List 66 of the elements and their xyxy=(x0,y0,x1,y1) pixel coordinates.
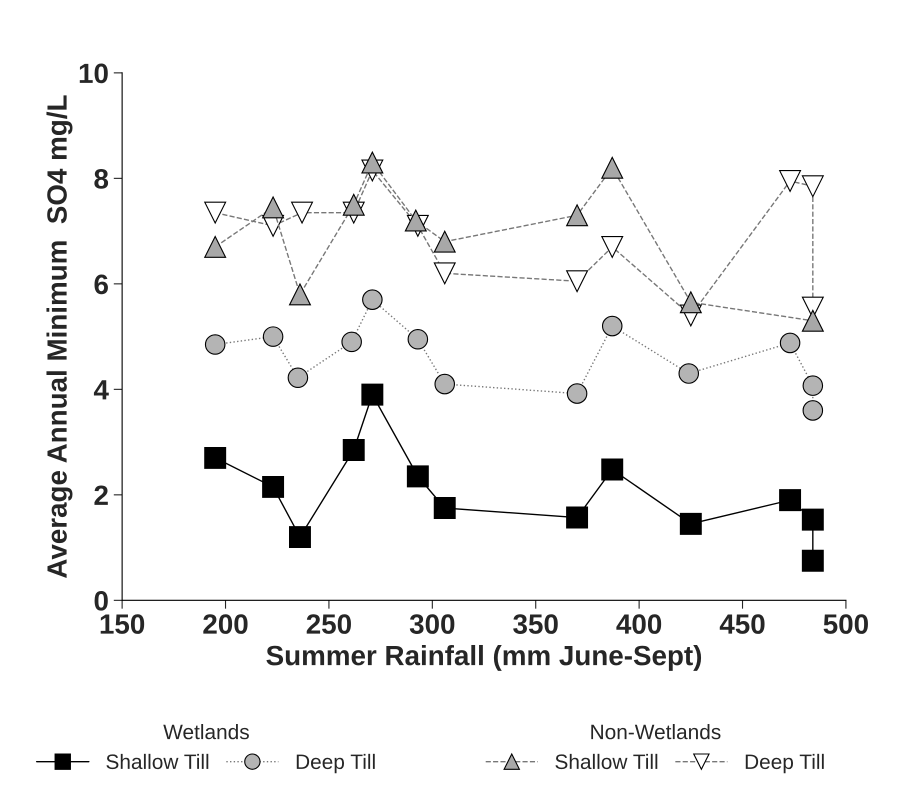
y-tick-label: 8 xyxy=(94,169,108,189)
point xyxy=(341,332,362,352)
point xyxy=(802,375,824,396)
x-tick-label: 500 xyxy=(824,614,868,634)
point xyxy=(601,156,624,179)
point xyxy=(289,283,311,306)
x-tick-label: 400 xyxy=(616,614,662,634)
text: Non-Wetlands xyxy=(591,724,720,740)
legend-label: Deep Till xyxy=(296,754,375,774)
point xyxy=(680,512,702,535)
point xyxy=(566,204,588,226)
legend-label: Shallow Till xyxy=(555,754,658,770)
point xyxy=(566,506,588,528)
legend-label: Deep Till xyxy=(746,754,824,774)
y-axis-title: Average Annual Minimum SO4 mg/L xyxy=(46,95,72,578)
x-tick-label: 450 xyxy=(720,614,765,634)
point xyxy=(802,175,824,198)
point xyxy=(802,508,824,531)
x-tick-label: 350 xyxy=(513,614,558,634)
x-tick-label: 300 xyxy=(410,614,454,634)
point xyxy=(566,270,588,292)
point xyxy=(434,374,456,394)
point xyxy=(408,328,428,350)
y-tick-label: 4 xyxy=(94,380,109,400)
y-tick-label: 0 xyxy=(94,591,108,611)
point xyxy=(342,439,365,461)
point xyxy=(361,384,384,406)
point xyxy=(779,489,802,512)
point xyxy=(678,363,700,384)
x-tick-label: 250 xyxy=(306,614,351,634)
point xyxy=(780,332,800,354)
point xyxy=(434,230,456,253)
point xyxy=(434,497,456,519)
point xyxy=(779,170,802,192)
point xyxy=(204,334,226,355)
point xyxy=(802,310,824,332)
point xyxy=(802,550,824,572)
point xyxy=(288,367,308,388)
point xyxy=(680,291,702,314)
x-tick-label: 200 xyxy=(203,614,248,634)
point xyxy=(566,383,588,404)
point xyxy=(362,289,383,310)
point xyxy=(262,326,284,347)
point xyxy=(262,196,284,218)
point xyxy=(289,526,311,548)
point xyxy=(204,202,226,224)
point xyxy=(204,446,226,469)
y-tick-label: 10 xyxy=(80,64,108,84)
point xyxy=(342,194,365,216)
x-axis-title: Summer Rainfall (mm June-Sept) xyxy=(266,644,702,671)
point xyxy=(601,458,624,480)
point xyxy=(802,400,824,421)
legend-label: Shallow Till xyxy=(106,754,208,770)
point xyxy=(262,476,284,498)
point xyxy=(204,236,226,258)
y-tick-label: 6 xyxy=(94,274,108,294)
point xyxy=(291,202,314,224)
point xyxy=(361,152,384,174)
x-tick-label: 150 xyxy=(100,614,144,634)
y-tick-label: 2 xyxy=(94,486,108,505)
point xyxy=(602,316,623,336)
point xyxy=(601,236,624,258)
point xyxy=(404,210,427,232)
point xyxy=(434,262,456,284)
text: Wetlands xyxy=(163,724,249,740)
point xyxy=(406,465,429,488)
